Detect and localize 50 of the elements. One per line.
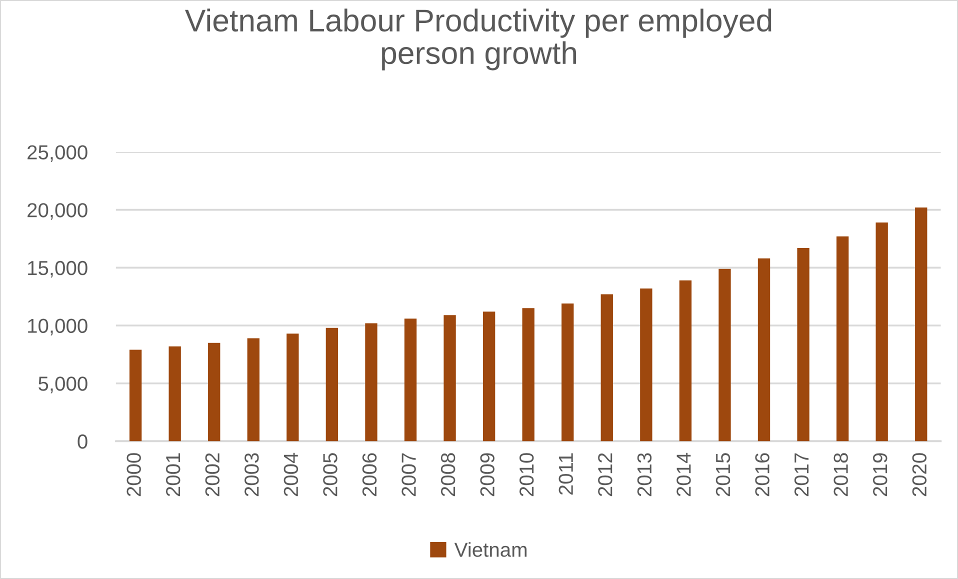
x-tick-label: 2017 [794, 453, 809, 496]
y-tick-label: 20,000 [28, 203, 88, 220]
x-tick-label: 2005 [323, 453, 338, 496]
x-tick-label: 2014 [676, 452, 691, 496]
chart-title: Vietnam Labour Productivity per employed person growth [185, 8, 772, 70]
x-tick-label: 2019 [872, 453, 888, 496]
bar [129, 350, 142, 442]
x-tick-label: 2006 [362, 453, 377, 496]
x-tick-label: 2000 [126, 453, 141, 496]
x-tick-label: 2002 [205, 453, 220, 496]
x-tick-label: 2004 [284, 452, 298, 496]
x-tick-label: 2009 [480, 453, 494, 496]
x-tick-label: 2008 [440, 453, 456, 496]
x-tick-label: 2011 [558, 453, 574, 495]
bar [876, 222, 888, 442]
bar [482, 312, 496, 442]
y-tick-label: 25,000 [28, 145, 88, 162]
bar [247, 338, 260, 442]
bar [600, 294, 613, 442]
bar [326, 328, 338, 442]
bar [208, 342, 220, 442]
bar [679, 280, 692, 442]
bar [640, 288, 652, 442]
x-tick-label: 2016 [755, 453, 770, 496]
bar [718, 268, 731, 442]
bar [365, 323, 378, 442]
x-tick-label: 2018 [834, 453, 848, 496]
bar [404, 318, 417, 442]
bar [444, 315, 456, 442]
x-tick-label: 2007 [402, 453, 416, 496]
x-tick-label: 2010 [519, 453, 534, 496]
x-tick-label: 2020 [912, 453, 927, 496]
bar [797, 248, 810, 442]
x-tick-label: 2013 [637, 453, 652, 496]
x-tick-label: 2003 [244, 453, 259, 496]
bar [168, 346, 181, 442]
y-tick-label: 15,000 [28, 260, 88, 278]
bar [836, 236, 849, 442]
y-tick-label: 0 [78, 434, 88, 449]
y-tick-label: 5,000 [38, 376, 88, 394]
bar [915, 208, 928, 442]
bar [522, 308, 534, 442]
y-tick-label: 10,000 [28, 318, 88, 336]
x-tick-label: 2001 [166, 453, 180, 496]
legend-label: Vietnam [454, 542, 527, 557]
bar [562, 304, 574, 442]
x-tick-label: 2015 [716, 453, 730, 496]
bar [286, 334, 299, 442]
x-tick-label: 2012 [598, 453, 612, 496]
bar [758, 258, 770, 442]
